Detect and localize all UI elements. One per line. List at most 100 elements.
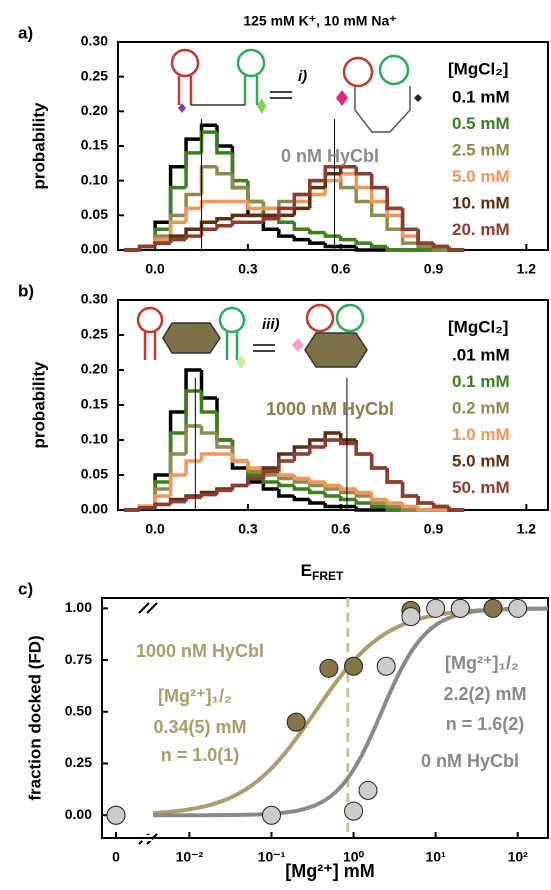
histogram-step bbox=[292, 485, 310, 491]
x-tick-label: 10² bbox=[508, 849, 529, 865]
histogram-step bbox=[338, 496, 357, 502]
histogram-step bbox=[184, 192, 202, 216]
histogram-step bbox=[137, 244, 156, 250]
histogram-step bbox=[168, 410, 187, 475]
histogram-step bbox=[369, 454, 388, 470]
data-point bbox=[376, 656, 396, 676]
legend-entry: 10. mM bbox=[452, 193, 510, 212]
histogram-step bbox=[246, 476, 264, 486]
histogram-step bbox=[230, 152, 248, 183]
x-tick-label: 0.3 bbox=[238, 261, 258, 277]
x-tick-label: 0.0 bbox=[145, 261, 165, 277]
histogram-step bbox=[400, 208, 419, 231]
histogram-step bbox=[153, 502, 171, 508]
y-tick-label: 0.10 bbox=[81, 431, 108, 447]
x-axis-label: EFRET bbox=[301, 561, 344, 583]
histogram-step bbox=[199, 452, 217, 461]
histogram-step bbox=[292, 445, 310, 454]
histogram-step bbox=[199, 199, 217, 209]
histogram-step bbox=[199, 165, 217, 195]
histogram-step bbox=[338, 171, 357, 181]
series-label: 0 nM HyCbl bbox=[421, 751, 519, 771]
fit-curve bbox=[152, 606, 549, 816]
histogram-step bbox=[215, 125, 233, 148]
histogram-step bbox=[292, 192, 310, 209]
series-label: 1000 nM HyCbl bbox=[136, 641, 264, 661]
legend-entry: .01 mM bbox=[452, 345, 510, 364]
histogram-step bbox=[292, 496, 310, 502]
x-tick-label: 0.9 bbox=[424, 521, 444, 537]
y-tick-label: 0.30 bbox=[81, 33, 108, 49]
data-point bbox=[344, 801, 364, 821]
histogram-step bbox=[385, 187, 403, 211]
histogram-step bbox=[215, 132, 233, 155]
histogram-step bbox=[292, 236, 310, 242]
histogram-step bbox=[184, 151, 202, 188]
histogram-step bbox=[277, 482, 295, 488]
x-tick-label: 0.9 bbox=[424, 261, 444, 277]
legend-entry: 0.5 mM bbox=[452, 114, 510, 133]
histogram-step bbox=[385, 468, 403, 484]
x-axis-label: [Mg²⁺] mM bbox=[285, 861, 374, 881]
k-label: 0.34(5) mM bbox=[153, 717, 246, 737]
histogram-step bbox=[431, 243, 450, 249]
y-axis-label: fraction docked (FD) bbox=[25, 635, 44, 800]
histogram-step bbox=[354, 489, 372, 495]
histogram-step bbox=[184, 227, 202, 237]
histogram-step bbox=[308, 185, 326, 209]
histogram-step bbox=[323, 438, 341, 447]
histogram-step bbox=[385, 468, 403, 484]
histogram-step bbox=[323, 243, 341, 249]
histogram-step bbox=[230, 440, 248, 463]
panel-label: c) bbox=[18, 579, 33, 598]
y-tick-label: 0.25 bbox=[81, 67, 108, 83]
legend-entry: 5.0 mM bbox=[452, 451, 510, 470]
histogram-step bbox=[184, 389, 202, 433]
histogram-step bbox=[199, 391, 217, 414]
histogram-step bbox=[323, 232, 341, 238]
histogram-step bbox=[354, 187, 372, 204]
y-tick-label: 0.15 bbox=[81, 137, 108, 153]
histogram-step bbox=[308, 499, 326, 505]
y-tick-label: 0.05 bbox=[81, 466, 108, 482]
histogram-step bbox=[292, 452, 310, 461]
data-point bbox=[483, 598, 503, 618]
histogram-step bbox=[447, 506, 465, 512]
histogram-step bbox=[184, 424, 202, 454]
x-tick-label: 0 bbox=[112, 849, 120, 865]
histogram-step bbox=[354, 499, 372, 505]
histogram-step bbox=[215, 433, 233, 449]
histogram-step bbox=[369, 187, 388, 204]
histogram-step bbox=[369, 243, 388, 249]
histogram-step bbox=[400, 215, 419, 238]
histogram-step bbox=[338, 173, 357, 190]
figure-title: 125 mM K⁺, 10 mM Na⁺ bbox=[243, 13, 396, 29]
histogram-step bbox=[246, 180, 264, 204]
y-tick-label: 0.10 bbox=[81, 171, 108, 187]
histogram-step bbox=[215, 398, 233, 442]
histogram-step bbox=[369, 201, 388, 218]
data-point bbox=[426, 598, 446, 618]
x-tick-label: 1.2 bbox=[517, 521, 537, 537]
histogram-step bbox=[277, 459, 295, 472]
data-point bbox=[358, 780, 378, 800]
histogram-step bbox=[431, 503, 450, 509]
legend-entry: 2.5 mM bbox=[452, 140, 510, 159]
n-label: n = 1.6(2) bbox=[446, 714, 525, 734]
y-tick-label: 0.25 bbox=[65, 754, 92, 770]
histogram-step bbox=[261, 469, 279, 479]
k-label: 2.2(2) mM bbox=[443, 684, 526, 704]
y-tick-label: 0.30 bbox=[81, 291, 108, 307]
legend-entry: 50. mM bbox=[452, 478, 510, 497]
histogram-step bbox=[199, 370, 217, 400]
histogram-step bbox=[369, 173, 388, 190]
histogram-step bbox=[153, 241, 171, 247]
x-tick-label: 0.6 bbox=[331, 261, 351, 277]
histogram-step bbox=[230, 440, 248, 470]
histogram-step bbox=[168, 473, 187, 496]
histogram-step bbox=[277, 229, 295, 238]
state-label: 0 nM HyCbl bbox=[281, 146, 379, 166]
histogram-step bbox=[308, 438, 326, 447]
